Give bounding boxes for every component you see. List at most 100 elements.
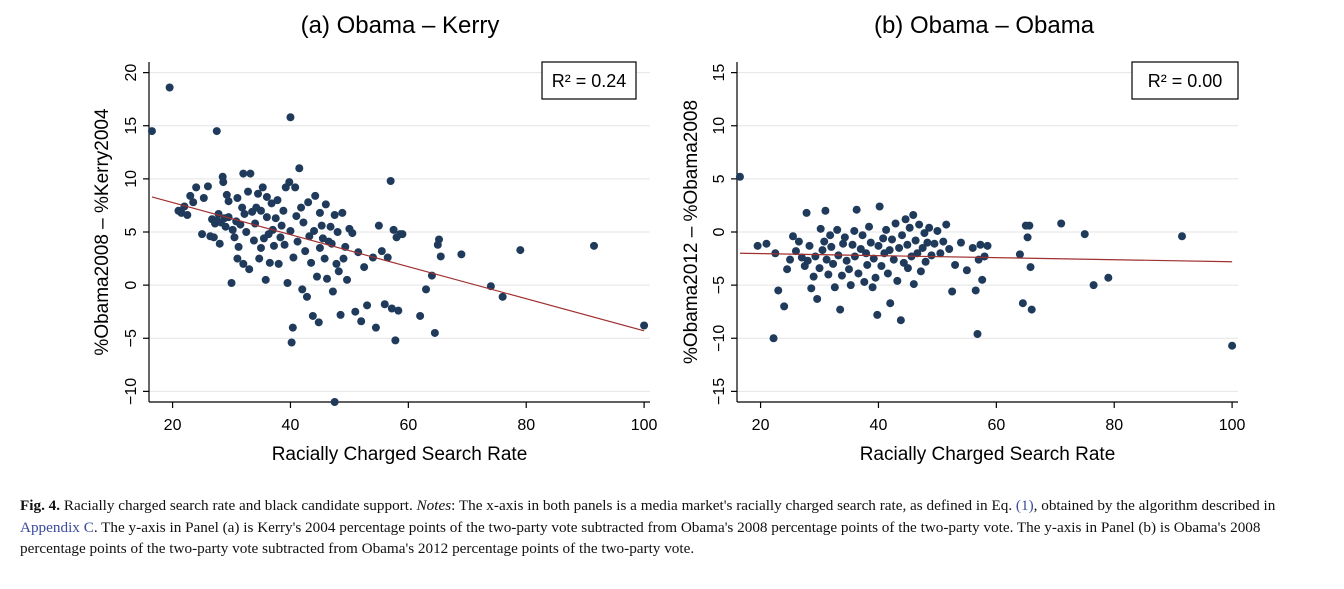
data-point <box>821 206 830 215</box>
data-point <box>285 178 294 187</box>
data-point <box>274 259 283 268</box>
data-point <box>339 254 348 263</box>
data-point <box>377 247 386 256</box>
data-point <box>923 238 932 247</box>
data-point <box>1080 230 1089 239</box>
data-point <box>1104 273 1113 282</box>
caption-text-3: . The y-axis in Panel (a) is Kerry's 200… <box>20 518 1261 558</box>
data-point <box>925 223 934 232</box>
data-point <box>192 183 201 192</box>
data-point <box>330 211 339 219</box>
data-point <box>255 254 264 263</box>
data-point <box>320 254 329 263</box>
y-tick-label: 0 <box>123 281 140 290</box>
data-point <box>1023 233 1032 242</box>
data-point <box>398 230 407 239</box>
data-point <box>262 192 271 201</box>
data-point <box>242 228 251 236</box>
data-point <box>811 252 820 261</box>
data-point <box>839 239 848 248</box>
y-tick-label: 5 <box>123 227 140 236</box>
data-point <box>234 242 243 251</box>
data-point <box>863 260 872 269</box>
data-point <box>815 264 824 273</box>
data-point <box>846 281 855 290</box>
data-point <box>240 209 249 218</box>
data-point <box>1026 263 1035 272</box>
data-point <box>261 275 270 284</box>
data-point <box>277 221 286 230</box>
data-point <box>930 239 939 248</box>
data-point <box>735 172 744 181</box>
data-point <box>809 272 818 281</box>
r-squared-label: R² = 0.24 <box>552 71 627 91</box>
equation-link[interactable]: (1) <box>1015 497 1034 514</box>
data-point <box>315 208 324 217</box>
figure-caption: Fig. 4. Racially charged search rate and… <box>20 495 1326 560</box>
data-point <box>873 310 882 319</box>
data-point <box>224 197 233 206</box>
data-point <box>883 269 892 278</box>
data-point <box>769 334 778 343</box>
x-tick-label: 100 <box>1219 417 1246 434</box>
data-point <box>945 245 954 253</box>
data-point <box>783 265 792 274</box>
data-point <box>939 237 948 246</box>
data-point <box>830 283 839 292</box>
data-point <box>893 276 902 285</box>
data-point <box>244 187 253 196</box>
x-axis-label: Racially Charged Search Rate <box>272 444 528 465</box>
fit-line <box>151 196 645 332</box>
data-point <box>430 328 439 337</box>
data-point <box>312 272 321 281</box>
data-point <box>236 220 245 229</box>
data-point <box>921 257 930 266</box>
data-point <box>980 252 989 261</box>
data-point <box>262 213 271 222</box>
data-point <box>280 240 289 249</box>
data-point <box>816 224 825 233</box>
data-point <box>333 228 342 236</box>
data-point <box>321 200 330 209</box>
data-point <box>371 323 380 332</box>
data-point <box>905 223 914 232</box>
data-point <box>877 262 886 270</box>
data-point <box>147 127 156 136</box>
data-point <box>805 241 814 250</box>
data-point <box>291 183 300 192</box>
data-point <box>283 279 292 287</box>
x-tick-label: 40 <box>282 417 300 434</box>
data-point <box>416 311 425 320</box>
appendix-link[interactable]: Appendix C <box>20 518 94 536</box>
data-point <box>936 249 945 258</box>
data-point <box>215 239 224 248</box>
data-point <box>318 234 327 243</box>
data-point <box>882 225 891 234</box>
data-point <box>387 304 396 313</box>
data-point <box>822 255 831 264</box>
data-point <box>334 267 343 276</box>
data-point <box>305 232 314 241</box>
data-point <box>927 251 936 260</box>
data-point <box>1228 341 1237 350</box>
data-point <box>457 250 466 259</box>
y-axis-label: %Obama2012 – %Obama2008 <box>681 100 702 364</box>
data-point <box>246 169 255 178</box>
data-point <box>829 259 838 268</box>
data-point <box>302 292 311 301</box>
data-point <box>788 232 797 241</box>
data-point <box>850 252 859 261</box>
panel-a: −10 −5 0 5 10 15 20 20 40 60 80 100 (a) Obama – Kerr… <box>92 12 658 465</box>
data-point <box>797 253 806 262</box>
y-tick-label: 15 <box>123 117 140 135</box>
data-point <box>363 301 372 310</box>
data-point <box>323 274 332 283</box>
chart-title: (b) Obama – Obama <box>874 12 1095 39</box>
data-point <box>317 221 326 230</box>
data-point <box>297 203 306 212</box>
data-point <box>780 302 789 311</box>
data-point <box>933 226 942 235</box>
data-point <box>840 233 849 242</box>
data-point <box>854 269 863 278</box>
